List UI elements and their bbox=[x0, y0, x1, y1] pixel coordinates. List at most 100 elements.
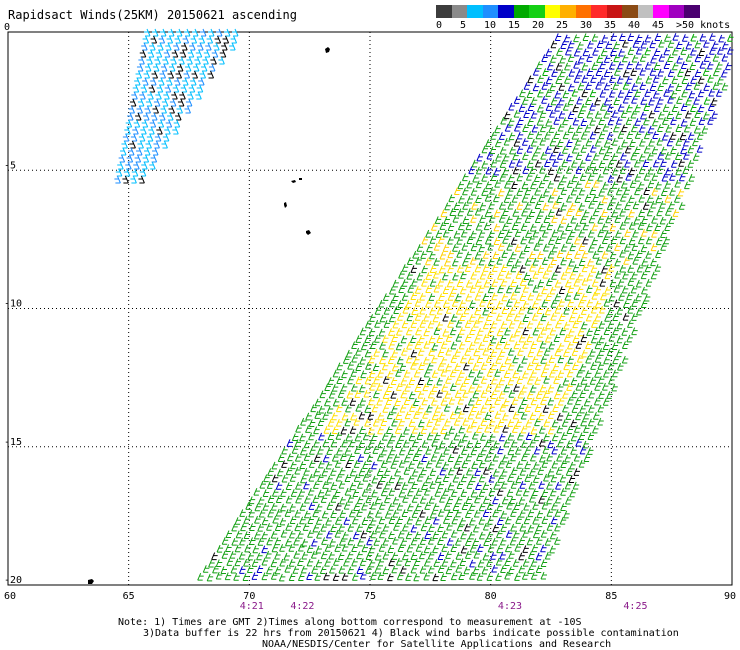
wind-barb bbox=[404, 411, 412, 420]
wind-barb bbox=[633, 216, 640, 225]
wind-barb bbox=[118, 154, 126, 163]
wind-barb bbox=[252, 545, 259, 554]
wind-barb bbox=[138, 133, 146, 142]
wind-barb bbox=[464, 523, 471, 532]
wind-barb bbox=[504, 558, 511, 567]
wind-barb bbox=[445, 376, 452, 384]
wind-barb bbox=[633, 146, 641, 155]
wind-barb bbox=[465, 279, 473, 288]
wind-barb bbox=[382, 405, 389, 413]
wind-barb bbox=[580, 377, 587, 385]
wind-barb bbox=[631, 54, 639, 63]
wind-barb bbox=[286, 453, 294, 462]
wind-barb bbox=[598, 146, 606, 155]
wind-barb bbox=[293, 537, 300, 546]
wind-barb bbox=[137, 140, 144, 149]
wind-barb bbox=[546, 62, 554, 71]
wind-barb bbox=[433, 284, 440, 293]
wind-barb bbox=[309, 447, 316, 455]
wind-barb bbox=[542, 68, 549, 76]
wind-barb bbox=[632, 201, 640, 210]
wind-barb bbox=[524, 215, 532, 223]
wind-barb bbox=[537, 251, 544, 259]
wind-barb bbox=[474, 279, 482, 287]
wind-barb bbox=[596, 40, 604, 49]
wind-barb bbox=[544, 146, 552, 154]
wind-barb bbox=[440, 426, 447, 434]
wind-barb bbox=[664, 223, 671, 231]
wind-barb bbox=[516, 461, 523, 469]
wind-barb bbox=[687, 145, 694, 154]
wind-barb bbox=[511, 397, 519, 405]
wind-barb bbox=[642, 159, 650, 168]
wind-barb bbox=[181, 42, 188, 51]
wind-barb bbox=[590, 265, 598, 273]
wind-barb bbox=[190, 35, 198, 44]
wind-barb bbox=[597, 376, 605, 384]
wind-barb bbox=[549, 488, 557, 497]
wind-barb bbox=[369, 382, 376, 391]
wind-barb bbox=[640, 244, 648, 253]
wind-barb bbox=[280, 503, 287, 512]
wind-barb bbox=[582, 33, 589, 41]
wind-barb bbox=[603, 110, 610, 119]
wind-barb bbox=[547, 397, 554, 406]
wind-barb bbox=[386, 370, 394, 379]
wind-barb bbox=[609, 223, 617, 232]
wind-barb bbox=[401, 264, 409, 272]
wind-barb bbox=[575, 412, 582, 421]
wind-barb bbox=[311, 566, 318, 574]
wind-barb bbox=[597, 417, 604, 426]
wind-barb bbox=[566, 180, 574, 188]
wind-barb bbox=[628, 221, 636, 230]
wind-barb bbox=[683, 151, 690, 160]
wind-barb bbox=[532, 83, 540, 92]
wind-barb bbox=[421, 454, 428, 463]
wind-barb bbox=[662, 76, 669, 85]
wind-barb bbox=[380, 418, 388, 426]
wind-barb bbox=[280, 489, 287, 497]
lat-tick-label: -15 bbox=[4, 437, 22, 448]
wind-barb bbox=[327, 432, 334, 441]
footnote-line-1: Note: 1) Times are GMT 2)Times along bot… bbox=[118, 617, 582, 628]
wind-barb bbox=[543, 188, 550, 197]
wind-barb bbox=[515, 487, 523, 496]
wind-barb bbox=[618, 33, 626, 42]
wind-barb bbox=[496, 530, 503, 539]
wind-barb bbox=[389, 286, 396, 295]
wind-barb bbox=[485, 166, 492, 175]
wind-barb bbox=[394, 398, 401, 406]
wind-barb bbox=[627, 305, 634, 314]
wind-barb bbox=[532, 502, 539, 510]
wind-barb bbox=[157, 119, 165, 128]
wind-barb bbox=[361, 544, 368, 553]
wind-barb bbox=[551, 69, 558, 77]
wind-barb bbox=[634, 104, 641, 113]
wind-barb bbox=[550, 474, 558, 483]
wind-barb bbox=[141, 161, 148, 170]
wind-barb bbox=[299, 503, 306, 511]
wind-barb bbox=[635, 75, 642, 84]
wind-barb bbox=[295, 424, 302, 433]
wind-barb bbox=[132, 84, 140, 93]
wind-barb bbox=[615, 116, 623, 125]
wind-barb bbox=[438, 440, 446, 449]
wind-barb bbox=[353, 503, 360, 512]
wind-barb bbox=[508, 551, 515, 559]
wind-barb bbox=[647, 125, 655, 134]
wind-barb bbox=[679, 132, 687, 141]
wind-barb bbox=[550, 300, 558, 308]
wind-barb bbox=[415, 517, 422, 526]
wind-barb bbox=[504, 123, 512, 132]
wind-barb bbox=[472, 538, 479, 546]
wind-barb bbox=[537, 467, 544, 475]
wind-barb bbox=[139, 49, 147, 58]
wind-barb bbox=[493, 209, 501, 218]
wind-barb bbox=[267, 495, 275, 503]
wind-barb bbox=[582, 209, 590, 218]
wind-barb bbox=[368, 397, 375, 406]
wind-barb bbox=[411, 481, 418, 490]
wind-barb bbox=[622, 39, 629, 48]
wind-barb bbox=[341, 572, 349, 581]
